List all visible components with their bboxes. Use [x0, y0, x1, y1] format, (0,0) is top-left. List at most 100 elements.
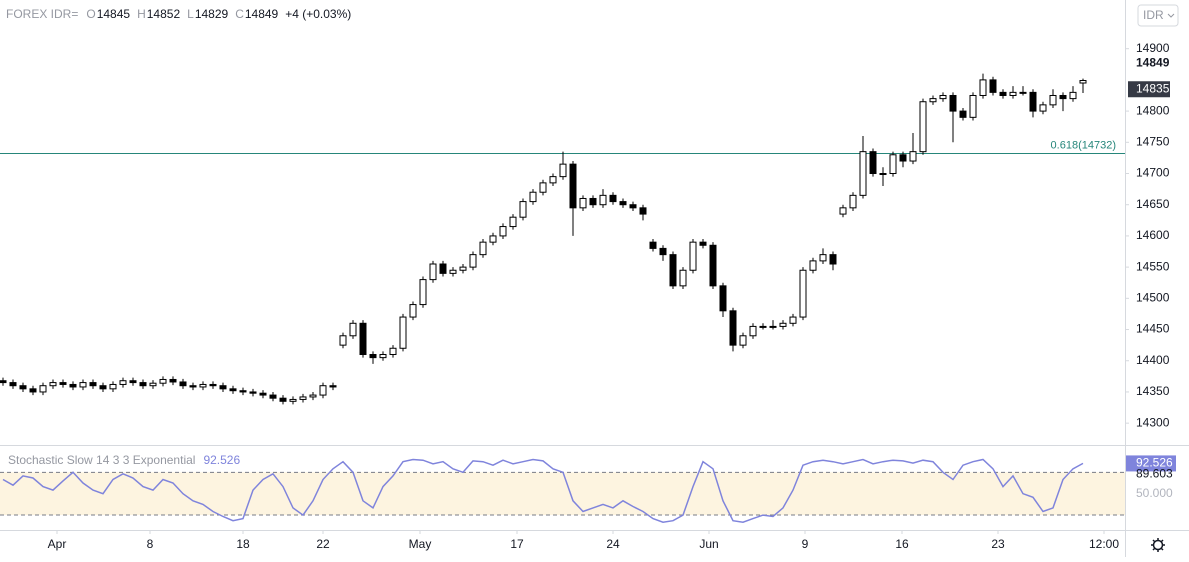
candle-body [419, 279, 427, 306]
candle-body [199, 383, 207, 388]
currency-button[interactable] [1137, 4, 1179, 27]
settings-icon[interactable] [1151, 538, 1165, 552]
candle-body [609, 194, 617, 203]
candle-body [879, 173, 887, 176]
candle-body [1039, 104, 1047, 112]
stoch-value-box [1126, 455, 1176, 472]
candle-body [159, 378, 167, 384]
candle-body [429, 263, 437, 281]
candle-body [149, 382, 157, 387]
candle-body [569, 163, 577, 209]
candle-body [829, 254, 837, 265]
candle-body [669, 254, 677, 287]
x-tick-label: 22 [316, 537, 330, 551]
candle-body [69, 383, 77, 388]
y-tick-label: 14300 [1136, 415, 1170, 429]
candle-body [909, 151, 917, 162]
stoch-tick-label: 50.000 [1136, 486, 1173, 500]
x-tick-label: 12:00 [1089, 537, 1119, 551]
candle-body [9, 382, 17, 387]
candle-body [469, 254, 477, 268]
candle-body [59, 382, 67, 385]
gear-ring [1152, 539, 1164, 551]
candle-body [709, 244, 717, 287]
candle-body [539, 182, 547, 193]
y-tick-label: 14400 [1136, 353, 1170, 367]
candle-body [489, 235, 497, 243]
candle-body [359, 322, 367, 356]
candle-body [189, 385, 197, 388]
candle-body [389, 347, 397, 356]
stoch-d-label: 89.603 [1136, 467, 1173, 481]
candle-body [899, 154, 907, 162]
candle-body [479, 241, 487, 256]
candle-body [109, 383, 117, 390]
x-tick-label: 18 [236, 537, 250, 551]
candle-body [79, 382, 87, 388]
stoch-title: Stochastic Slow 14 3 3 Exponential [8, 453, 195, 467]
x-tick-label: 16 [895, 537, 909, 551]
candle-body [319, 385, 327, 396]
candle-body [139, 382, 147, 387]
candle-body [269, 394, 277, 399]
candle-body [239, 390, 247, 393]
candle-body [99, 385, 107, 390]
candle-body [619, 201, 627, 206]
y-tick-label: 14500 [1136, 291, 1170, 305]
candle-body [789, 316, 797, 324]
candle-body [589, 197, 597, 206]
candle-body [549, 176, 557, 184]
stoch-value-axis-label: 92.526 [1136, 456, 1173, 470]
x-tick-label: Jun [699, 537, 718, 551]
candle-body [699, 241, 707, 246]
candle-body [979, 79, 987, 96]
candle-body [1019, 91, 1027, 94]
marker-price-box [1128, 81, 1170, 98]
candle-body [849, 194, 857, 209]
candle-body [949, 94, 957, 112]
y-tick-label: 14650 [1136, 197, 1170, 211]
candle-body [809, 260, 817, 271]
candle-body [1079, 80, 1087, 84]
y-tick-label: 14600 [1136, 228, 1170, 242]
candle-body [689, 241, 697, 271]
candle-body [0, 380, 7, 384]
last-price-label: 14849 [1136, 56, 1170, 70]
symbol-label: FOREX IDR= [6, 7, 78, 21]
candle-body [449, 269, 457, 274]
candle-body [929, 98, 937, 103]
candle-body [39, 385, 47, 393]
candle-body [379, 354, 387, 359]
candle-body [579, 197, 587, 209]
fib-label: 0.618(14732) [1051, 139, 1116, 151]
candle-body [369, 354, 377, 359]
candle-body [529, 191, 537, 203]
candle-body [819, 254, 827, 262]
candle-body [1049, 94, 1057, 106]
candle-body [259, 392, 267, 396]
candle-body [839, 207, 847, 215]
candle-body [249, 391, 257, 394]
candle-body [659, 247, 667, 256]
candle-body [559, 163, 567, 178]
candle-body [399, 316, 407, 349]
candle-body [459, 266, 467, 271]
candle-body [349, 322, 357, 337]
ohlc-key: L [187, 7, 194, 21]
ohlc-key: O [86, 7, 95, 21]
currency-label[interactable]: IDR [1143, 8, 1164, 22]
candle-body [869, 151, 877, 175]
candle-body [599, 194, 607, 206]
stoch-line [2, 458, 1084, 523]
x-tick-label: 23 [991, 537, 1005, 551]
candle-body [1029, 91, 1037, 112]
x-tick-label: 17 [510, 537, 524, 551]
candle-body [1069, 91, 1077, 100]
candle-body [679, 269, 687, 287]
candle-body [729, 310, 737, 346]
candle-body [1009, 91, 1017, 96]
ohlc-value: 14852 [147, 7, 181, 21]
candle-body [279, 397, 287, 402]
candle-body [649, 241, 657, 249]
